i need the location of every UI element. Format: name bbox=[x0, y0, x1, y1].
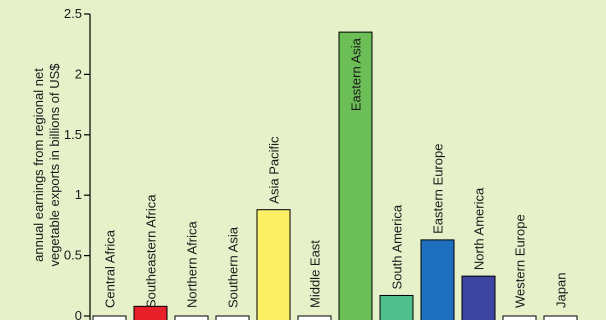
bar-southeastern-africa bbox=[133, 305, 168, 320]
y-tick-label: 1 bbox=[75, 187, 82, 202]
bar-central-africa bbox=[92, 315, 127, 320]
y-axis-label: annual earnings from regional net vegeta… bbox=[31, 63, 62, 267]
y-axis-label-line-1: annual earnings from regional net bbox=[31, 68, 46, 262]
bar-eastern-asia bbox=[338, 31, 373, 320]
y-tick-label: 1.5 bbox=[64, 127, 82, 142]
category-label: Asia Pacific bbox=[267, 136, 282, 204]
bar-south-america bbox=[379, 294, 414, 320]
y-axis-ticks: 0 0.5 1 1.5 2 2.5 bbox=[64, 6, 90, 320]
y-tick-label: 0.5 bbox=[64, 248, 82, 263]
bar-southern-asia bbox=[215, 315, 250, 320]
category-labels: Central Africa Southeastern Africa Norther… bbox=[103, 37, 569, 308]
category-label: South America bbox=[390, 204, 405, 289]
bar-middle-east bbox=[297, 315, 332, 320]
category-label: Southern Asia bbox=[226, 226, 241, 308]
bar-north-america bbox=[461, 275, 496, 320]
y-tick-label: 0 bbox=[75, 308, 82, 320]
bar-western-europe bbox=[502, 315, 537, 320]
y-tick-label: 2.5 bbox=[64, 6, 82, 21]
category-label: North America bbox=[472, 187, 487, 270]
bars bbox=[92, 31, 578, 320]
y-axis-label-line-2: vegetable exports in billions of US$ bbox=[47, 63, 62, 267]
bar-eastern-europe bbox=[420, 239, 455, 320]
bar-northern-africa bbox=[174, 315, 209, 320]
category-label: Western Europe bbox=[513, 214, 528, 308]
category-label: Northern Africa bbox=[185, 221, 200, 308]
bar-japan bbox=[543, 315, 578, 320]
category-label: Middle East bbox=[308, 240, 323, 308]
category-label: Eastern Europe bbox=[431, 144, 446, 234]
category-label: Eastern Asia bbox=[349, 37, 364, 111]
category-label: Central Africa bbox=[103, 229, 118, 308]
y-tick-label: 2 bbox=[75, 66, 82, 81]
category-label: Southeastern Africa bbox=[144, 194, 159, 308]
bar-asia-pacific bbox=[256, 209, 291, 320]
category-label: Japan bbox=[554, 273, 569, 308]
